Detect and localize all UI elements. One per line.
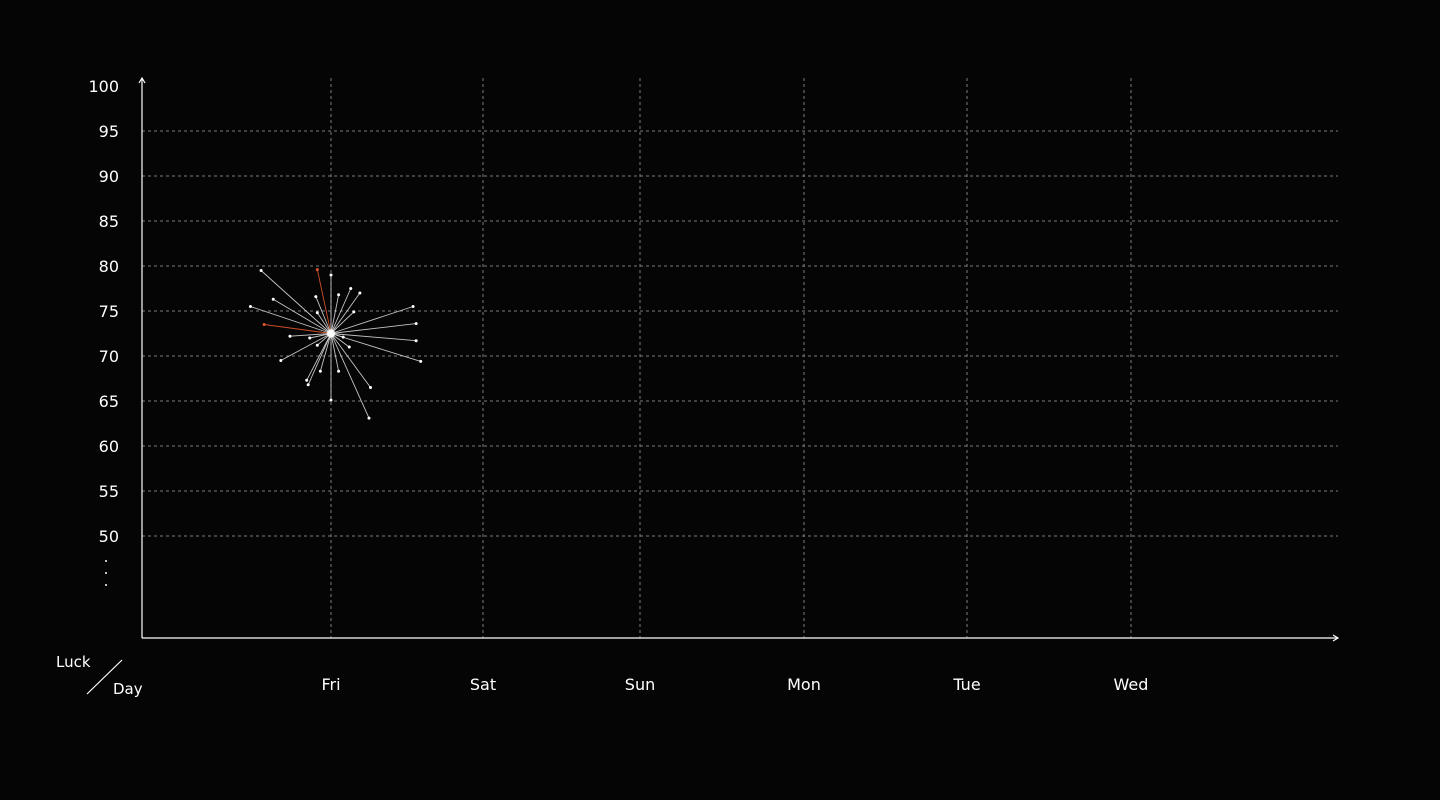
y-tick-label: 55 [99, 482, 119, 501]
data-spoke [260, 270, 332, 334]
data-point [305, 378, 309, 382]
data-point [262, 323, 266, 326]
data-point [349, 287, 353, 290]
data-point [288, 334, 292, 338]
corner-divider [86, 659, 123, 695]
y-tick-label: 90 [99, 167, 119, 186]
y-tick-label: 70 [99, 347, 119, 366]
data-spoke [330, 288, 352, 334]
tick-labels: 100 95 90 85 80 75 70 65 60 55 50 Fri Sat Sun Mon Tue We… [88, 77, 1148, 694]
data-point [279, 359, 283, 362]
data-point [414, 339, 418, 343]
y-tick-label: 100 [88, 77, 119, 96]
x-tick-label: Tue [952, 675, 980, 694]
data-spoke [289, 333, 332, 337]
data-spokes [250, 269, 421, 419]
data-spoke [315, 296, 332, 334]
x-tick-label: Fri [321, 675, 340, 694]
data-point [347, 345, 351, 349]
data-spoke [330, 333, 340, 372]
data-point [369, 386, 373, 389]
y-tick-label: 65 [99, 392, 119, 411]
data-spoke [330, 333, 421, 362]
data-spoke [330, 333, 417, 342]
axis-corner-label: Luck Day [56, 653, 143, 698]
x-tick-label: Sat [470, 675, 496, 694]
data-spoke [307, 333, 332, 385]
data-spoke [330, 333, 371, 388]
y-tick-label: 85 [99, 212, 119, 231]
center-point [327, 329, 335, 338]
data-spoke [273, 298, 332, 334]
data-point [315, 343, 319, 347]
y-axis-title: Luck [56, 653, 91, 671]
data-spoke [330, 292, 361, 334]
data-point [414, 322, 418, 326]
x-tick-label: Sun [625, 675, 655, 694]
data-spoke [264, 324, 332, 334]
data-point [329, 273, 333, 277]
data-spoke [330, 323, 417, 334]
axes [138, 76, 1340, 642]
data-spoke [330, 294, 340, 334]
data-point [271, 297, 275, 301]
data-spoke [306, 333, 332, 381]
data-spoke [330, 311, 355, 334]
data-point [337, 293, 341, 297]
y-tick-label: 50 [99, 527, 119, 546]
y-continuation-dot [105, 572, 107, 574]
x-tick-label: Mon [787, 675, 821, 694]
y-continuation-dot [105, 584, 107, 586]
data-point [315, 311, 319, 315]
y-tick-label: 75 [99, 302, 119, 321]
x-tick-label: Wed [1114, 675, 1149, 694]
y-continuation-dot [105, 560, 107, 562]
y-tick-label: 95 [99, 122, 119, 141]
data-point [248, 305, 252, 308]
y-axis-arrow [138, 76, 146, 84]
data-spoke [330, 333, 370, 419]
data-point [308, 336, 312, 340]
grid-lines [142, 78, 1338, 638]
data-point [341, 335, 345, 339]
data-point [358, 291, 362, 295]
data-spoke [330, 306, 414, 334]
data-point [314, 295, 318, 299]
data-point [337, 369, 341, 373]
data-point [367, 416, 371, 420]
data-point [318, 369, 322, 373]
data-point [329, 398, 333, 402]
x-axis-arrow [1332, 634, 1340, 642]
data-spoke [316, 312, 332, 334]
y-tick-label: 60 [99, 437, 119, 456]
data-spoke [319, 333, 332, 372]
data-spoke [280, 333, 332, 361]
data-point [352, 310, 356, 314]
data-point [411, 305, 415, 308]
y-tick-label: 80 [99, 257, 119, 276]
data-point [306, 383, 310, 387]
data-points [248, 268, 423, 420]
data-spoke [250, 306, 332, 334]
data-point [315, 268, 319, 272]
data-point [419, 359, 423, 363]
data-spoke [316, 269, 332, 334]
data-point [259, 269, 263, 272]
x-axis-title: Day [113, 680, 143, 698]
